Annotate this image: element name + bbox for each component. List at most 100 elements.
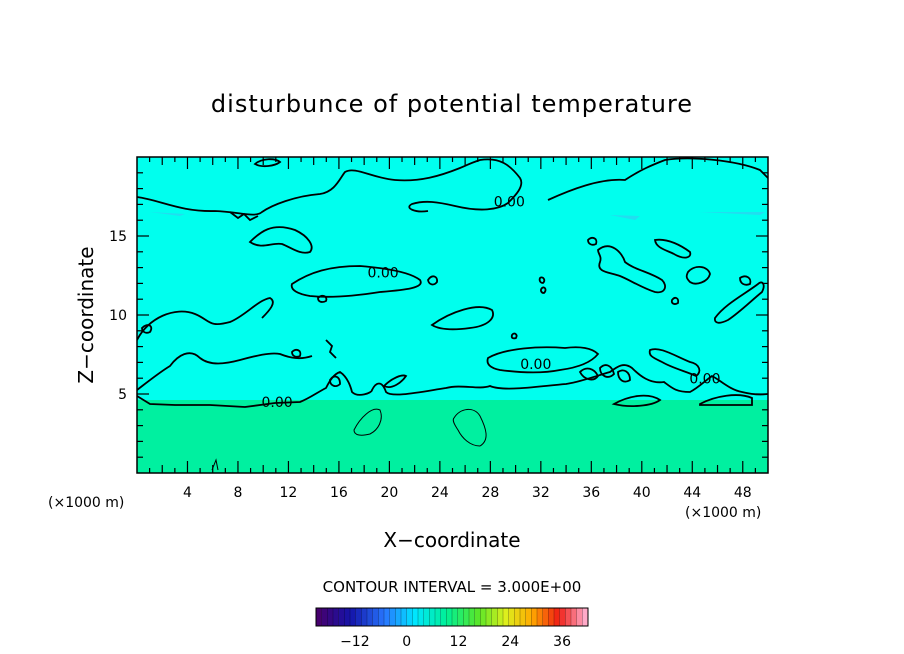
lower-field-region [137,400,768,473]
colorbar-cell [554,608,560,626]
contour-line [739,275,752,286]
y-axis-label: Z−coordinate [74,246,98,383]
x-axis-ticks: 4 8 12 16 20 24 28 32 36 40 44 48 [149,157,756,501]
x-unit-label: (×1000 m) [685,505,761,521]
colorbar [315,607,589,627]
colorbar-ticks: −12 0 12 24 36 [340,634,571,650]
contour-line [137,352,313,391]
colorbar-cell [350,608,356,626]
contour-line [229,211,259,222]
contour-label: 0.00 [494,194,525,210]
contour-label: 0.00 [261,395,292,411]
colorbar-cell [321,608,328,626]
colorbar-cell [497,608,504,626]
colorbar-cell [384,608,390,626]
x-tick-label: 4 [183,485,192,501]
colorbar-cell [423,608,430,626]
colorbar-cell [412,608,419,626]
contour-line [137,158,523,216]
x-tick-label: 32 [532,485,550,501]
colorbar-tick-label: −12 [340,634,370,650]
colorbar-cell [372,608,379,626]
contour-line [137,364,768,408]
colorbar-tick-label: 36 [553,634,571,650]
contour-label: 0.00 [520,357,551,373]
x-tick-label: 8 [233,485,242,501]
plot-field: 0.00 0.00 0.00 0.00 0.00 [137,157,768,473]
colorbar-cell [401,608,407,626]
colorbar-cell [542,608,549,626]
contour-line [699,394,753,406]
colorbar-cell [457,608,464,626]
contour-line [290,265,422,298]
y-axis-ticks: 5 10 15 [109,172,768,458]
colorbar-cell [406,608,413,626]
x-axis-label: X−coordinate [383,528,520,552]
contour-line [510,332,518,340]
contour-line [597,245,666,294]
x-tick-label: 48 [734,485,752,501]
colorbar-cell [491,608,498,626]
contour-labels: 0.00 0.00 0.00 0.00 0.00 [261,194,720,411]
colorbar-cell [355,608,362,626]
colorbar-tick-label: 24 [501,634,519,650]
x-tick-label: 36 [582,485,600,501]
colorbar-cell [344,608,351,626]
colorbar-cell [565,608,572,626]
colorbar-cell [333,608,339,626]
x-tick-label: 20 [380,485,398,501]
contour-label: 0.00 [368,266,399,282]
contour-line [427,275,438,286]
contour-line [599,364,615,378]
contour-line [291,349,302,358]
contour-line [587,237,598,246]
colorbar-frame [315,607,589,627]
x-tick-label: 40 [633,485,651,501]
contour-line [617,369,631,383]
colorbar-cell [486,608,492,626]
zero-contours [137,157,768,471]
colorbar-cell [367,608,373,626]
x-tick-label: 16 [330,485,348,501]
colorbar-cell [463,608,470,626]
contour-line [137,297,274,341]
colorbar-cell [327,608,334,626]
colorbar-cell [469,608,475,626]
contour-line [540,286,547,294]
colorbar-cell [378,608,385,626]
contour-interval-text: CONTOUR INTERVAL = 3.000E+00 [323,578,582,596]
colorbar-cell [514,608,521,626]
contour-line [547,157,768,201]
colorbar-cell [429,608,436,626]
contour-line [317,294,328,303]
colorbar-cell [435,608,441,626]
contour-line [538,276,546,284]
contour-line [670,296,680,305]
x-tick-label: 28 [481,485,499,501]
colorbar-cell [474,608,481,626]
colorbar-cell [520,608,526,626]
z-unit-label: (×1000 m) [48,495,124,511]
colorbar-cell [548,608,555,626]
colorbar-cell [480,608,487,626]
contour-line [714,281,765,324]
colorbar-cell [508,608,515,626]
colorbar-cell [446,608,453,626]
colorbar-tick-label: 0 [402,634,411,650]
colorbar-cell [440,608,447,626]
colorbar-cell [503,608,509,626]
upper-field-region [137,157,768,407]
contour-line [685,266,711,285]
colorbar-tick-label: 12 [450,634,468,650]
contour-line [648,348,701,378]
y-tick-label: 15 [109,229,127,245]
colorbar-cell [576,608,583,626]
colorbar-cell [571,608,577,626]
contour-line [325,339,337,359]
colorbar-cell [389,608,396,626]
chart-title: disturbunce of potential temperature [211,90,693,118]
contour-line [382,374,408,388]
colorbar-cell [338,608,345,626]
contour-line [248,226,313,254]
